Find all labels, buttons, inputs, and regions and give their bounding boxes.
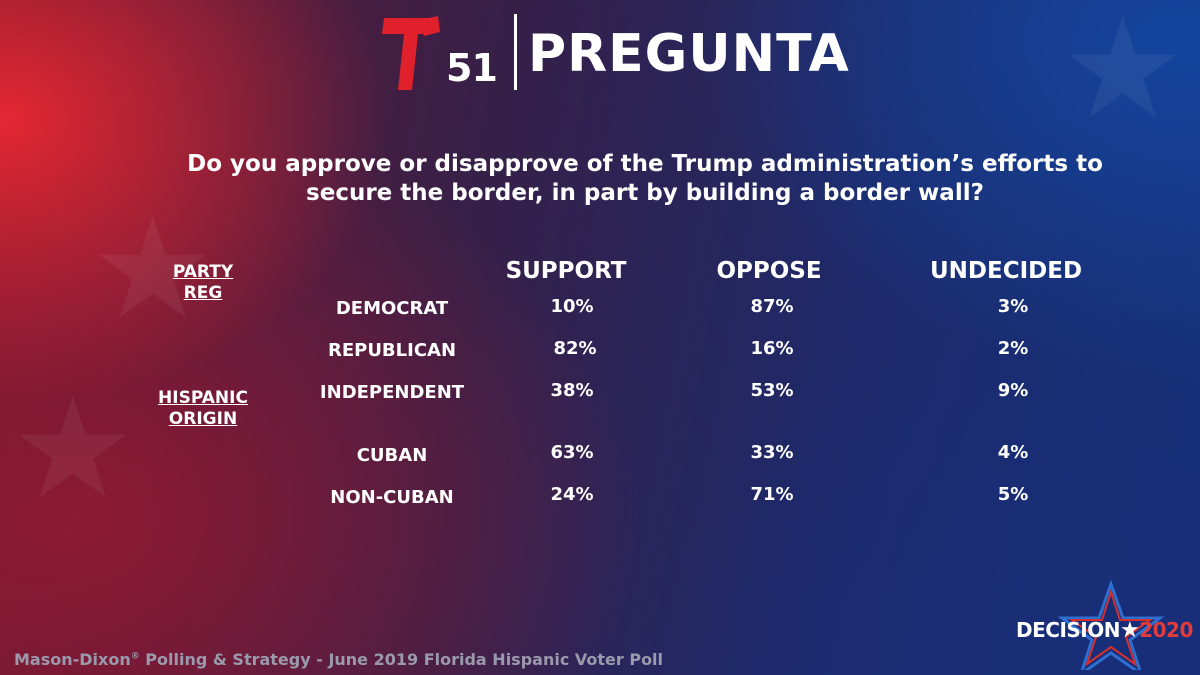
row-label-cuban: CUBAN <box>356 445 428 466</box>
badge-year: 2020 <box>1139 618 1193 642</box>
footer-source-rest: Polling & Strategy - June 2019 Florida H… <box>139 650 664 669</box>
page-title: PREGUNTA <box>528 24 850 84</box>
column-header-undecided: UNDECIDED <box>929 258 1083 284</box>
group-label-line: REG <box>183 283 223 303</box>
cell-democrat-oppose: 87% <box>750 296 794 317</box>
badge-word: DECISION <box>1016 618 1120 642</box>
cell-non-cuban-support: 24% <box>550 484 594 505</box>
channel-number: 51 <box>446 46 498 90</box>
footer-source-name: Mason-Dixon <box>14 650 131 669</box>
cell-independent-undecided: 9% <box>997 380 1029 401</box>
footer-source: Mason-Dixon® Polling & Strategy - June 2… <box>14 650 663 669</box>
registered-mark: ® <box>130 651 140 662</box>
row-label-democrat: DEMOCRAT <box>335 298 449 319</box>
cell-republican-support: 82% <box>553 338 597 359</box>
star-icon: ★ <box>90 188 216 351</box>
group-label-line: PARTY <box>172 262 234 282</box>
cell-independent-support: 38% <box>550 380 594 401</box>
poll-question: Do you approve or disapprove of the Trum… <box>187 151 1103 206</box>
cell-non-cuban-oppose: 71% <box>750 484 794 505</box>
telemundo-logo-icon <box>382 16 440 90</box>
group-label-line: HISPANIC <box>158 388 248 408</box>
row-label-republican: REPUBLICAN <box>327 340 457 361</box>
cell-democrat-undecided: 3% <box>997 296 1029 317</box>
decision-2020-badge: DECISION★2020 <box>1016 618 1193 643</box>
decision-star-outline-icon <box>1057 580 1165 670</box>
star-icon: ★ <box>10 368 136 531</box>
cell-republican-oppose: 16% <box>750 338 794 359</box>
column-header-oppose: OPPOSE <box>716 258 822 284</box>
column-header-support: SUPPORT <box>505 258 627 284</box>
star-icon: ★ <box>1060 0 1186 151</box>
cell-non-cuban-undecided: 5% <box>997 484 1029 505</box>
row-label-non-cuban: NON-CUBAN <box>330 487 454 508</box>
group-label-line: ORIGIN <box>168 409 238 429</box>
cell-cuban-support: 63% <box>550 442 594 463</box>
cell-cuban-oppose: 33% <box>750 442 794 463</box>
badge-star-icon: ★ <box>1119 618 1140 643</box>
group-label-hispanic-origin: HISPANIC ORIGIN <box>158 388 248 430</box>
logo-divider <box>514 14 517 90</box>
cell-democrat-support: 10% <box>550 296 594 317</box>
cell-republican-undecided: 2% <box>997 338 1029 359</box>
row-label-independent: INDEPENDENT <box>319 382 465 403</box>
cell-independent-oppose: 53% <box>750 380 794 401</box>
cell-cuban-undecided: 4% <box>997 442 1029 463</box>
group-label-party-reg: PARTY REG <box>173 262 233 304</box>
